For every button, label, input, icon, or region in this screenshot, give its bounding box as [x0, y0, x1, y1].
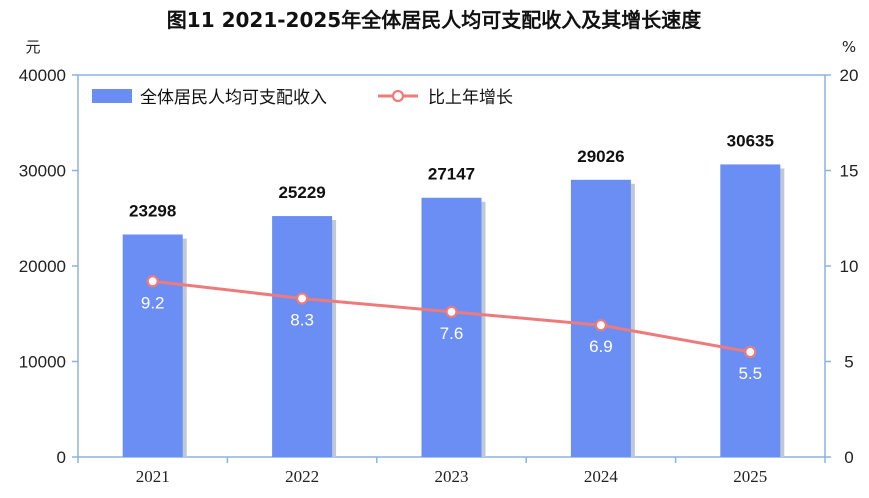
x-tick-label: 2022 — [285, 467, 319, 486]
line-value-label: 6.9 — [589, 337, 613, 356]
bar — [720, 164, 781, 458]
legend-line-label: 比上年增长 — [428, 88, 513, 108]
x-tick-label: 2023 — [435, 467, 469, 486]
bar — [272, 216, 333, 457]
line-point — [445, 305, 458, 318]
left-tick-label: 30000 — [19, 162, 66, 181]
bar-value-label: 30635 — [727, 131, 774, 150]
legend-line-marker — [391, 89, 405, 103]
line-point — [744, 345, 757, 359]
bar-value-label: 25229 — [278, 183, 325, 202]
x-tick-label: 2021 — [136, 467, 170, 486]
left-tick-label: 0 — [57, 448, 66, 467]
left-tick-label: 10000 — [19, 353, 66, 372]
legend-bar-swatch — [92, 89, 132, 103]
right-tick-label: 0 — [844, 448, 853, 467]
right-axis-unit: % — [842, 38, 856, 56]
x-tick-label: 2024 — [584, 467, 619, 486]
line-value-label: 9.2 — [141, 293, 165, 312]
right-tick-label: 20 — [840, 66, 859, 85]
line-value-label: 7.6 — [440, 324, 464, 343]
line-value-label: 8.3 — [290, 310, 314, 329]
line-point — [296, 292, 309, 305]
line-series: 9.2 8.3 7.6 6.9 5.5 — [141, 275, 762, 383]
bar-value-label: 27147 — [428, 165, 475, 184]
left-tick-label: 20000 — [19, 257, 66, 276]
legend: 全体居民人均可支配收入 比上年增长 — [92, 88, 513, 108]
axes: 0 10000 20000 30000 40000 0 5 10 15 20 2021 2022 202… — [19, 66, 859, 486]
bar-value-label: 29026 — [577, 147, 624, 166]
right-tick-label: 15 — [840, 162, 859, 181]
right-tick-label: 5 — [844, 353, 853, 372]
line-point — [594, 319, 608, 332]
bar-value-label: 23298 — [129, 202, 176, 221]
chart-title: 图11 2021-2025年全体居民人均可支配收入及其增长速度 — [167, 8, 702, 32]
left-axis-unit: 元 — [25, 38, 40, 56]
bar — [122, 234, 183, 457]
line-value-label: 5.5 — [738, 364, 762, 383]
legend-bar-label: 全体居民人均可支配收入 — [140, 88, 327, 108]
bar-series: 23298 25229 27147 29026 30635 — [122, 131, 785, 458]
bar — [421, 197, 482, 457]
bar — [570, 179, 631, 457]
x-tick-label: 2025 — [733, 467, 767, 486]
line-point — [146, 275, 159, 288]
left-tick-label: 40000 — [19, 66, 66, 85]
right-tick-label: 10 — [840, 257, 859, 276]
